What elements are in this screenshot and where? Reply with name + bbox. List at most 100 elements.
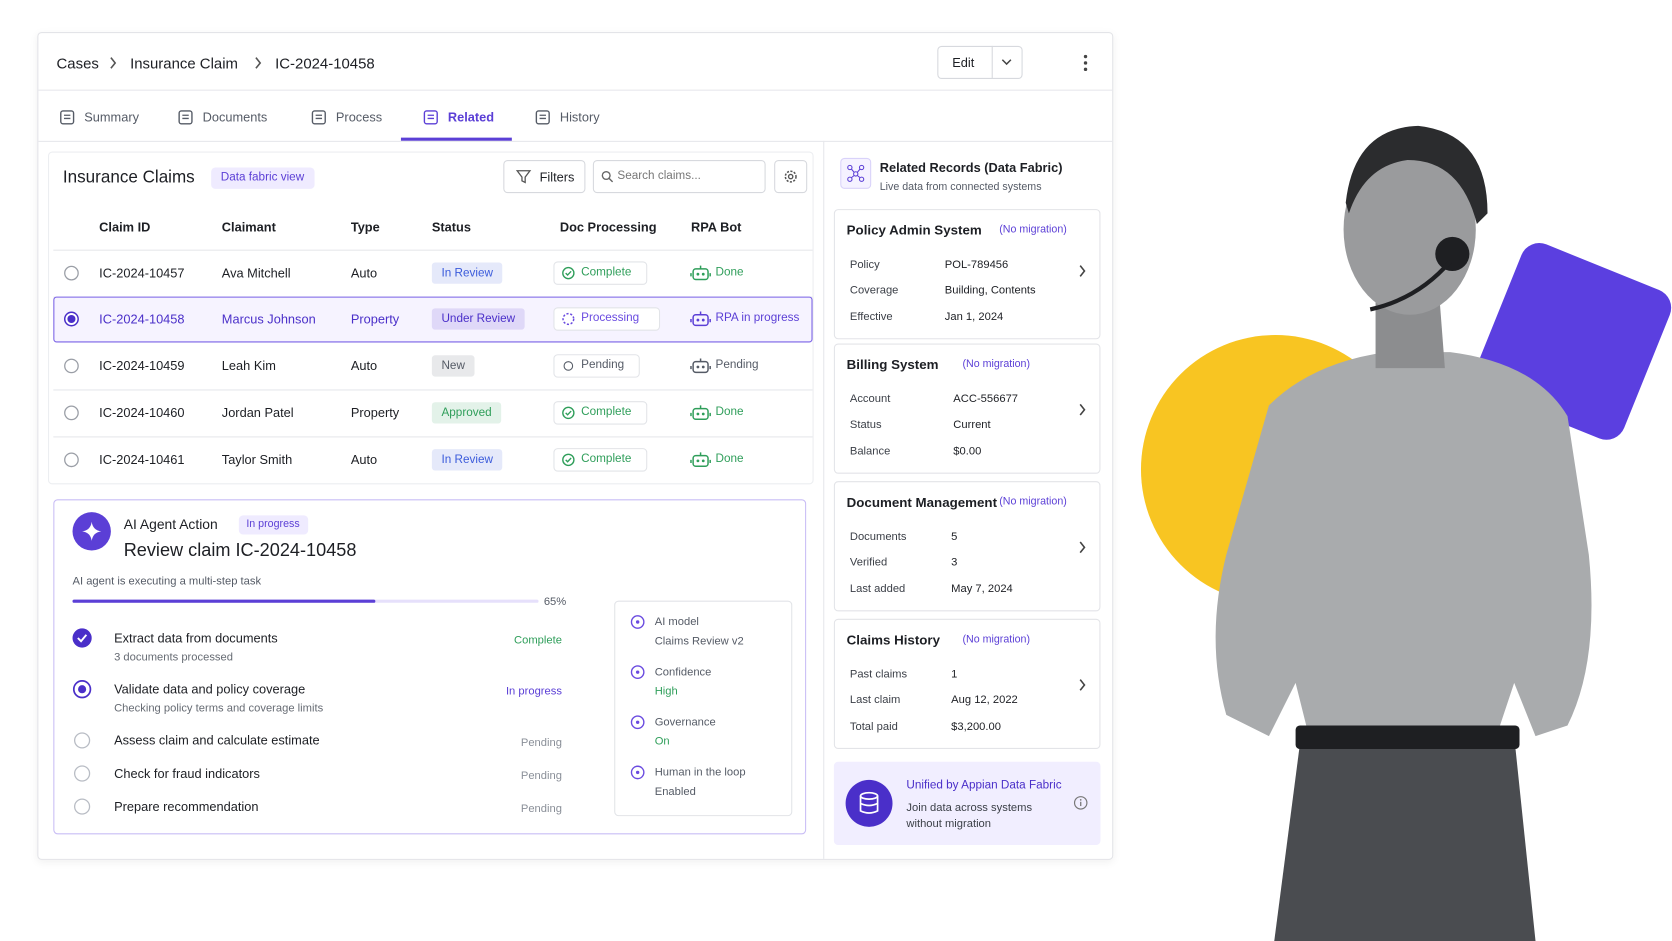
icon-part <box>701 318 705 322</box>
claimant: Marcus Johnson <box>221 311 316 327</box>
tab[interactable]: Related <box>447 109 495 125</box>
network-icon <box>847 164 865 182</box>
field-label: Status <box>849 418 882 432</box>
icon-part <box>63 114 71 120</box>
row-radio <box>64 358 79 374</box>
icon-part <box>853 171 859 177</box>
filters-button[interactable] <box>503 160 586 194</box>
field-value: POL-789456 <box>944 257 1009 271</box>
divider <box>53 389 813 391</box>
info-label: Human in the loop <box>654 765 746 779</box>
icon-part <box>692 313 709 327</box>
settings-button[interactable] <box>774 160 808 194</box>
icon-part <box>1079 799 1082 801</box>
icon-part <box>64 405 79 421</box>
doc-pill <box>553 307 661 331</box>
field-label: Verified <box>849 556 888 569</box>
icon-part <box>696 318 700 322</box>
divider <box>38 140 1113 142</box>
icon-part <box>535 110 550 125</box>
dropdown-icon <box>1001 59 1012 66</box>
agent-badge: In progress <box>246 518 300 531</box>
icon-part <box>178 110 193 125</box>
icon-part <box>630 665 645 680</box>
field-label: Balance <box>849 444 891 458</box>
system-card[interactable] <box>833 209 1101 340</box>
doc-status: Processing <box>581 311 640 325</box>
breadcrumb-item[interactable]: Cases <box>56 53 99 72</box>
claim-id[interactable]: IC-2024-10460 <box>99 405 185 421</box>
tab-icon <box>311 110 326 125</box>
icon-part <box>562 406 575 420</box>
claim-id[interactable]: IC-2024-10461 <box>99 452 185 468</box>
claimant: Leah Kim <box>221 358 276 374</box>
icon-part <box>845 779 893 827</box>
system-card[interactable] <box>833 481 1101 612</box>
info-value: Claims Review v2 <box>654 634 744 648</box>
icon-part <box>701 459 705 463</box>
step-title: Check for fraud indicators <box>114 765 260 781</box>
icon-part <box>311 110 326 125</box>
icon-part <box>1345 125 1488 225</box>
icon-part <box>563 361 574 371</box>
badge: Data fabric view <box>220 171 305 184</box>
info-value: High <box>654 684 678 698</box>
row-radio <box>64 265 79 281</box>
icon-part <box>1369 260 1452 312</box>
claim-type: Auto <box>350 452 378 468</box>
icon-part <box>851 168 861 179</box>
icon-part <box>110 57 117 69</box>
field-value: 3 <box>951 556 958 569</box>
claim-id[interactable]: IC-2024-10459 <box>99 358 185 374</box>
selected-row[interactable] <box>53 296 813 343</box>
icon-part <box>1083 67 1088 72</box>
agent-card <box>53 499 807 835</box>
status-pill: In Review <box>431 262 503 284</box>
icon-part <box>692 268 709 281</box>
agent-avatar <box>72 512 111 551</box>
search-placeholder: Search claims... <box>617 170 701 183</box>
doc-status: Complete <box>581 452 632 466</box>
step-status: Complete <box>514 633 562 647</box>
footer-title: Unified by Appian Data Fabric <box>906 779 1062 793</box>
tab[interactable]: Process <box>335 109 383 125</box>
tab[interactable]: History <box>559 109 600 125</box>
icon-part <box>562 266 575 280</box>
rpa-status: RPA in progress <box>715 311 800 325</box>
icon-part <box>72 628 92 648</box>
search-box[interactable] <box>592 160 766 194</box>
system-name: Claims History <box>846 632 941 648</box>
claimant: Ava Mitchell <box>221 265 291 281</box>
tab[interactable]: Summary <box>84 109 139 125</box>
field-label: Account <box>849 392 891 406</box>
edit-button[interactable] <box>937 45 1023 79</box>
breadcrumb-item[interactable]: Insurance Claim <box>130 53 238 72</box>
chevron <box>1079 679 1086 691</box>
system-card[interactable] <box>833 618 1101 749</box>
icon-part <box>1079 541 1086 554</box>
chevron <box>1079 265 1086 277</box>
icon-part <box>692 407 709 421</box>
icon-part <box>74 798 91 815</box>
claim-id[interactable]: IC-2024-10458 <box>99 311 185 327</box>
system-card[interactable] <box>833 343 1101 474</box>
icon-part <box>1083 54 1088 59</box>
icon-part <box>74 765 91 782</box>
claim-id[interactable]: IC-2024-10457 <box>99 265 185 281</box>
field-value: 5 <box>951 529 958 543</box>
doc-status: Pending <box>581 358 625 372</box>
system-tag: (No migration) <box>999 496 1067 508</box>
chevron <box>110 57 117 69</box>
icon-part <box>630 765 645 780</box>
icon-part <box>630 715 645 730</box>
icon-part <box>182 114 189 120</box>
system-tag: (No migration) <box>962 358 1031 371</box>
field-value: $3,200.00 <box>951 719 1001 733</box>
system-tag: (No migration) <box>999 224 1067 236</box>
icon-part <box>692 454 709 467</box>
icon-part <box>701 365 705 369</box>
icon-part <box>565 457 572 463</box>
icon-part <box>635 770 640 775</box>
more-icon <box>1083 54 1088 72</box>
tab[interactable]: Documents <box>202 109 268 125</box>
